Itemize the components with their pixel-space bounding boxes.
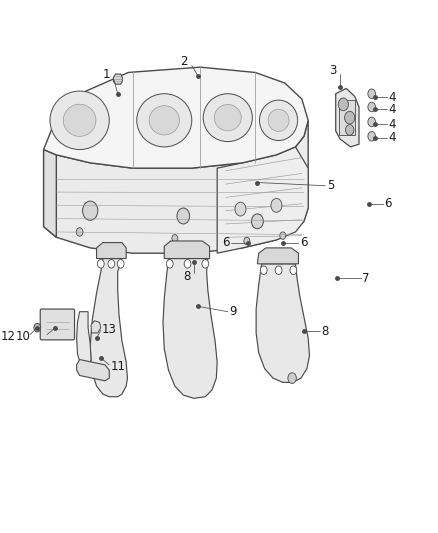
Circle shape [346,125,354,135]
Ellipse shape [260,100,297,141]
Text: 8: 8 [184,270,191,282]
Polygon shape [90,259,127,397]
Polygon shape [217,147,308,253]
Text: 13: 13 [102,322,117,336]
Circle shape [34,324,41,332]
Polygon shape [163,259,217,398]
Circle shape [97,260,104,268]
Text: 5: 5 [327,179,335,192]
Polygon shape [256,264,310,382]
Text: 9: 9 [229,305,237,318]
Circle shape [271,198,282,212]
Text: 4: 4 [389,91,396,104]
Circle shape [108,260,115,268]
Ellipse shape [64,104,96,136]
Circle shape [368,132,375,141]
Circle shape [184,260,191,268]
Ellipse shape [50,91,109,150]
Circle shape [76,228,83,236]
Text: 7: 7 [362,272,370,285]
Circle shape [280,232,286,239]
Text: 4: 4 [389,103,396,116]
Polygon shape [77,360,109,381]
Circle shape [244,237,250,245]
Text: 4: 4 [389,131,396,144]
Circle shape [290,266,297,274]
Circle shape [177,208,190,224]
Polygon shape [258,248,298,264]
Text: 6: 6 [385,197,392,211]
Polygon shape [336,88,359,147]
Ellipse shape [203,94,252,142]
Polygon shape [91,321,101,333]
Polygon shape [113,74,122,84]
Polygon shape [77,312,91,370]
Text: 6: 6 [300,236,307,249]
Circle shape [83,201,98,220]
Text: 4: 4 [389,118,396,131]
Text: 10: 10 [15,330,30,343]
Polygon shape [44,150,57,237]
Text: 11: 11 [110,360,126,373]
Text: 12: 12 [1,330,16,343]
Circle shape [166,260,173,268]
Polygon shape [44,67,308,168]
Circle shape [235,202,246,216]
Ellipse shape [214,104,241,131]
Circle shape [368,102,375,112]
Bar [339,100,355,135]
Text: 8: 8 [321,325,328,338]
Circle shape [368,89,375,99]
Polygon shape [44,120,308,253]
Text: 2: 2 [180,55,187,68]
Circle shape [288,373,297,383]
Circle shape [202,260,209,268]
Circle shape [275,266,282,274]
Text: 1: 1 [103,68,110,80]
Ellipse shape [268,109,289,132]
Text: 3: 3 [330,64,337,77]
Ellipse shape [137,94,192,147]
Polygon shape [164,241,209,259]
Polygon shape [96,243,126,259]
Circle shape [260,266,267,274]
Circle shape [338,98,348,111]
FancyBboxPatch shape [40,309,74,340]
Circle shape [368,117,375,127]
Circle shape [251,214,263,229]
Text: 6: 6 [222,236,230,249]
Circle shape [345,111,355,124]
Circle shape [172,235,178,242]
Ellipse shape [149,106,180,135]
Circle shape [117,260,124,268]
